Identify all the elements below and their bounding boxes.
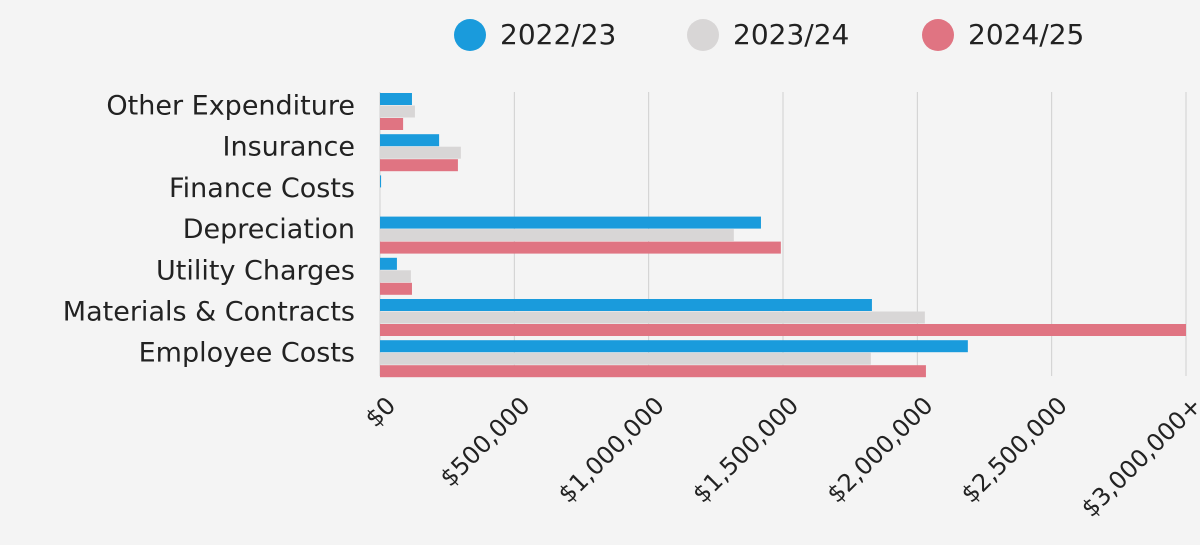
bar [380, 105, 415, 118]
bar [380, 257, 397, 270]
y-tick-label: Insurance [223, 132, 355, 163]
x-tick-label: $3,000,000+ [1076, 391, 1200, 522]
y-tick-label: Depreciation [183, 214, 355, 245]
legend-swatch [687, 19, 719, 51]
y-tick-label: Materials & Contracts [63, 297, 355, 328]
bar [380, 229, 734, 242]
x-tick-label: $1,000,000 [553, 391, 670, 508]
x-tick-label: $0 [360, 391, 401, 432]
bar [380, 282, 412, 295]
bar [380, 352, 871, 365]
bar [380, 146, 461, 159]
bar [380, 216, 761, 229]
x-tick-label: $500,000 [435, 391, 536, 492]
bar [380, 175, 382, 188]
legend-label: 2022/23 [500, 18, 616, 51]
bar [380, 311, 925, 324]
bar [380, 324, 1186, 336]
bar [380, 134, 440, 147]
x-tick-label: $2,500,000 [956, 391, 1073, 508]
bar [380, 159, 458, 172]
x-tick-label: $1,500,000 [687, 391, 804, 508]
bar [380, 270, 411, 283]
bar [380, 118, 404, 130]
bar [380, 365, 926, 378]
y-tick-label: Employee Costs [139, 338, 355, 369]
bar [380, 241, 781, 254]
legend-swatch [922, 19, 954, 51]
x-tick-label: $2,000,000 [822, 391, 939, 508]
y-tick-label: Finance Costs [169, 173, 355, 204]
y-tick-label: Other Expenditure [106, 91, 355, 122]
bar [380, 299, 872, 311]
bar [380, 93, 412, 105]
legend-swatch [454, 19, 486, 51]
legend-label: 2023/24 [733, 18, 849, 51]
legend-label: 2024/25 [968, 18, 1084, 51]
bar [380, 340, 968, 353]
y-tick-label: Utility Charges [156, 255, 355, 286]
